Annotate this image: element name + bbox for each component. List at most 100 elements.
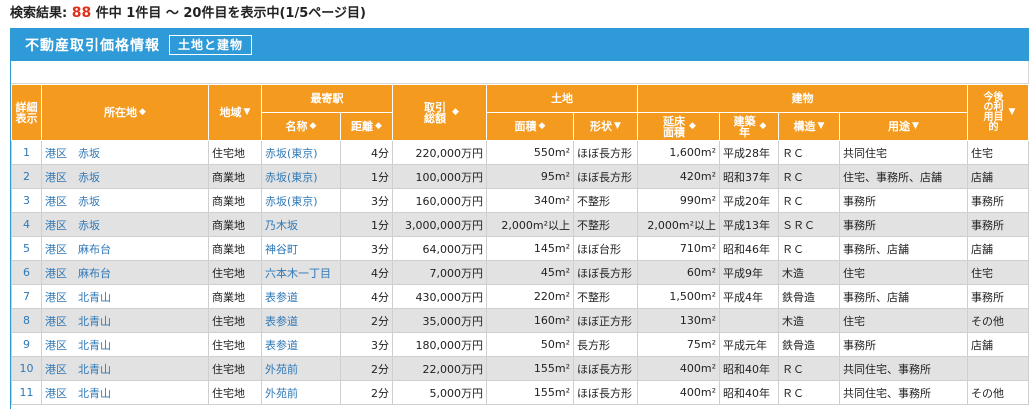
location-link[interactable]: 港区 麻布台 bbox=[41, 236, 209, 261]
distance-cell: 2分 bbox=[340, 308, 393, 333]
built-year-cell: 昭和46年 bbox=[719, 236, 779, 261]
sort-updown-icon[interactable]: ◆ bbox=[538, 121, 546, 132]
location-link[interactable]: 港区 麻布台 bbox=[41, 260, 209, 285]
station-link[interactable]: 外苑前 bbox=[261, 356, 341, 381]
category-tag: 土地と建物 bbox=[169, 34, 253, 55]
table-row: 9 港区 北青山 住宅地 表参道 3分 180,000万円 50m² 長方形 75m² 平成元年鉄… bbox=[11, 332, 1029, 357]
header-floor-area[interactable]: 延床面積 ◆ bbox=[637, 112, 720, 141]
usage-cell: 共同住宅、事務所 bbox=[839, 356, 968, 381]
header-structure[interactable]: 構造 ▼ bbox=[778, 112, 840, 141]
location-link[interactable]: 港区 北青山 bbox=[41, 332, 209, 357]
summary-suffix: 件中 1件目 ～ 20件目を表示中(1/5ページ目) bbox=[95, 6, 366, 21]
filter-down-icon[interactable]: ▼ bbox=[614, 121, 621, 132]
usage-cell: 事務所 bbox=[839, 332, 968, 357]
row-detail-link[interactable]: 4 bbox=[11, 212, 42, 237]
floor-area-cell: 2,000m²以上 bbox=[637, 212, 720, 237]
usage-cell: 住宅 bbox=[839, 308, 968, 333]
row-detail-link[interactable]: 5 bbox=[11, 236, 42, 261]
floor-area-cell: 990m² bbox=[637, 188, 720, 213]
station-link[interactable]: 六本木一丁目 bbox=[261, 260, 341, 285]
sort-updown-icon[interactable]: ◆ bbox=[375, 121, 382, 132]
built-year-cell: 昭和40年 bbox=[719, 356, 779, 381]
distance-cell: 3分 bbox=[340, 188, 393, 213]
area-type-cell: 住宅地 bbox=[208, 260, 262, 285]
row-detail-link[interactable]: 7 bbox=[11, 284, 42, 309]
sort-updown-icon[interactable]: ◆ bbox=[759, 121, 767, 131]
location-link[interactable]: 港区 北青山 bbox=[41, 356, 209, 381]
usage-cell: 共同住宅 bbox=[839, 140, 968, 165]
row-detail-link[interactable]: 9 bbox=[11, 332, 42, 357]
row-detail-link[interactable]: 6 bbox=[11, 260, 42, 285]
row-detail-link[interactable]: 8 bbox=[11, 308, 42, 333]
header-area-type[interactable]: 地域 ▼ bbox=[208, 84, 262, 141]
station-link[interactable]: 神谷町 bbox=[261, 236, 341, 261]
location-link[interactable]: 港区 北青山 bbox=[41, 284, 209, 309]
land-area-cell: 145m² bbox=[486, 236, 574, 261]
station-link[interactable]: 表参道 bbox=[261, 332, 341, 357]
header-location[interactable]: 所在地 ◆ bbox=[41, 84, 209, 141]
built-year-cell: 平成元年 bbox=[719, 332, 779, 357]
future-use-cell: 住宅 bbox=[967, 140, 1029, 165]
distance-cell: 4分 bbox=[340, 140, 393, 165]
filter-down-icon[interactable]: ▼ bbox=[243, 107, 251, 118]
structure-cell: ＳＲＣ bbox=[778, 212, 840, 237]
sort-updown-icon[interactable]: ◆ bbox=[689, 121, 696, 131]
row-detail-link[interactable]: 2 bbox=[11, 164, 42, 189]
location-link[interactable]: 港区 赤坂 bbox=[41, 140, 209, 165]
future-use-cell: その他 bbox=[967, 308, 1029, 333]
table-header: 詳細表示 所在地 ◆ 地域 ▼ 最寄駅 取引総額 ◆ 土地 建物 今後の利用目的▼ 名… bbox=[11, 84, 1029, 141]
filter-down-icon[interactable]: ▼ bbox=[1008, 107, 1016, 117]
land-shape-cell: ほぼ台形 bbox=[573, 236, 638, 261]
station-link[interactable]: 乃木坂 bbox=[261, 212, 341, 237]
price-cell: 100,000万円 bbox=[392, 164, 487, 189]
filter-down-icon[interactable]: ▼ bbox=[912, 121, 919, 132]
built-year-cell: 平成20年 bbox=[719, 188, 779, 213]
header-station-name[interactable]: 名称 ◆ bbox=[261, 112, 341, 141]
header-total-price[interactable]: 取引総額 ◆ bbox=[392, 84, 487, 141]
sort-updown-icon[interactable]: ◆ bbox=[452, 107, 459, 117]
header-built-year[interactable]: 建築年 ◆ bbox=[719, 112, 779, 141]
built-year-cell: 平成13年 bbox=[719, 212, 779, 237]
station-link[interactable]: 赤坂(東京) bbox=[261, 188, 341, 213]
row-detail-link[interactable]: 3 bbox=[11, 188, 42, 213]
price-cell: 160,000万円 bbox=[392, 188, 487, 213]
sort-updown-icon[interactable]: ◆ bbox=[139, 107, 146, 118]
land-shape-cell: ほぼ長方形 bbox=[573, 164, 638, 189]
land-shape-cell: 不整形 bbox=[573, 188, 638, 213]
location-link[interactable]: 港区 赤坂 bbox=[41, 212, 209, 237]
search-result-summary: 検索結果: 88 件中 1件目 ～ 20件目を表示中(1/5ページ目) bbox=[10, 3, 366, 23]
structure-cell: ＲＣ bbox=[778, 236, 840, 261]
area-type-cell: 住宅地 bbox=[208, 356, 262, 381]
station-link[interactable]: 赤坂(東京) bbox=[261, 164, 341, 189]
sort-updown-icon[interactable]: ◆ bbox=[309, 121, 317, 132]
header-distance[interactable]: 距離 ◆ bbox=[340, 112, 393, 141]
usage-cell: 事務所 bbox=[839, 212, 968, 237]
station-link[interactable]: 表参道 bbox=[261, 284, 341, 309]
header-land-shape[interactable]: 形状 ▼ bbox=[573, 112, 638, 141]
row-detail-link[interactable]: 11 bbox=[11, 380, 42, 405]
station-link[interactable]: 赤坂(東京) bbox=[261, 140, 341, 165]
summary-prefix: 検索結果: bbox=[10, 6, 68, 21]
header-land-area[interactable]: 面積 ◆ bbox=[486, 112, 574, 141]
future-use-cell: 事務所 bbox=[967, 212, 1029, 237]
filter-down-icon[interactable]: ▼ bbox=[817, 121, 825, 132]
structure-cell: 鉄骨造 bbox=[778, 284, 840, 309]
table-row: 8 港区 北青山 住宅地 表参道 2分 35,000万円 160m² ほぼ正方形 130m² 木造… bbox=[11, 308, 1029, 333]
land-shape-cell: 不整形 bbox=[573, 212, 638, 237]
station-link[interactable]: 表参道 bbox=[261, 308, 341, 333]
location-link[interactable]: 港区 赤坂 bbox=[41, 188, 209, 213]
distance-cell: 3分 bbox=[340, 332, 393, 357]
location-link[interactable]: 港区 北青山 bbox=[41, 380, 209, 405]
row-detail-link[interactable]: 1 bbox=[11, 140, 42, 165]
structure-cell: ＲＣ bbox=[778, 188, 840, 213]
row-detail-link[interactable]: 10 bbox=[11, 356, 42, 381]
location-link[interactable]: 港区 北青山 bbox=[41, 308, 209, 333]
usage-cell: 住宅 bbox=[839, 260, 968, 285]
header-future-use[interactable]: 今後の利用目的▼ bbox=[967, 84, 1029, 141]
price-cell: 35,000万円 bbox=[392, 308, 487, 333]
header-usage[interactable]: 用途 ▼ bbox=[839, 112, 968, 141]
table-row: 6 港区 麻布台 住宅地 六本木一丁目 4分 7,000万円 45m² ほぼ長方形 60m² 平成… bbox=[11, 260, 1029, 285]
location-link[interactable]: 港区 赤坂 bbox=[41, 164, 209, 189]
station-link[interactable]: 外苑前 bbox=[261, 380, 341, 405]
structure-cell: ＲＣ bbox=[778, 380, 840, 405]
